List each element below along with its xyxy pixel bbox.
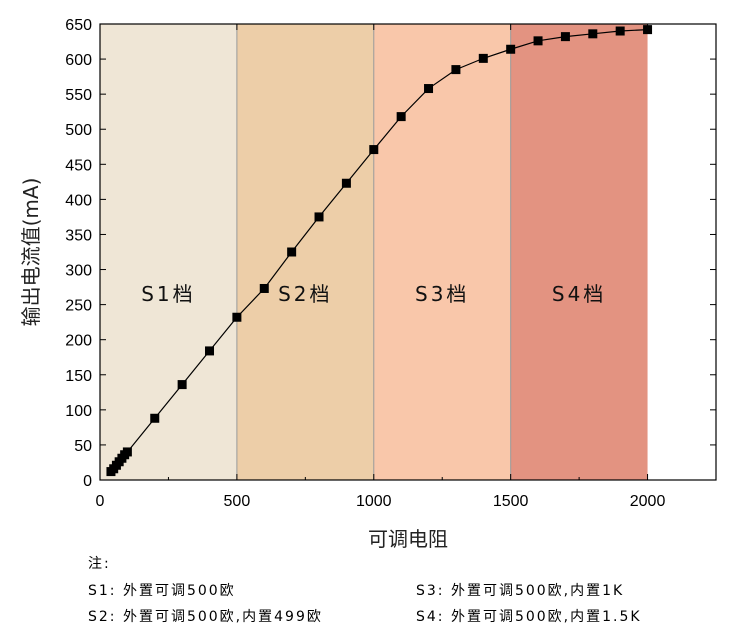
- data-point: [615, 26, 625, 36]
- y-tick-label: 650: [65, 17, 92, 34]
- data-point: [205, 346, 215, 356]
- note-s2: S2: 外置可调500欧,内置499欧: [88, 609, 323, 625]
- y-axis-title: 输出电流值(mA): [19, 178, 43, 327]
- notes-title: 注:: [88, 556, 111, 572]
- band-s3: [373, 24, 511, 480]
- y-tick-label: 550: [65, 87, 92, 104]
- y-tick-label: 500: [65, 122, 92, 139]
- y-tick-label: 450: [65, 157, 92, 174]
- data-point: [424, 84, 434, 94]
- data-point: [369, 145, 379, 155]
- shaded-bands: [100, 24, 648, 480]
- band-s2: [236, 24, 374, 480]
- data-point: [506, 44, 516, 54]
- data-point: [533, 36, 543, 46]
- data-point: [588, 29, 598, 39]
- y-tick-label: 50: [74, 438, 92, 455]
- y-tick-label: 150: [65, 368, 92, 385]
- y-tick-label: 600: [65, 52, 92, 69]
- y-tick-label: 350: [65, 227, 92, 244]
- data-point: [341, 178, 351, 188]
- y-tick-label: 0: [83, 473, 92, 490]
- data-point: [177, 380, 187, 390]
- band-s4: [510, 24, 648, 480]
- x-axis-title: 可调电阻: [368, 527, 448, 550]
- x-tick-label: 1000: [356, 493, 392, 510]
- data-point: [259, 283, 269, 293]
- band-label-s4: S4档: [552, 282, 606, 306]
- band-labels: S1档 S2档 S3档 S4档: [141, 282, 606, 306]
- note-s3: S3: 外置可调500欧,内置1K: [416, 583, 625, 599]
- x-tick-label: 1500: [493, 493, 529, 510]
- band-label-s1: S1档: [141, 282, 195, 306]
- note-s1: S1: 外置可调500欧: [88, 583, 236, 599]
- data-point: [396, 112, 406, 122]
- chart: S1档 S2档 S3档 S4档 0 500 1000 1500 2000 0 50 100 150 2…: [19, 17, 717, 550]
- y-tick-label: 100: [65, 403, 92, 420]
- data-point: [150, 413, 160, 423]
- plot-frame: [99, 23, 717, 481]
- data-point: [122, 447, 132, 457]
- y-tick-label: 250: [65, 298, 92, 315]
- data-point: [314, 212, 324, 222]
- data-point: [287, 247, 297, 257]
- x-tick-label: 2000: [630, 493, 666, 510]
- note-s4: S4: 外置可调500欧,内置1.5K: [416, 609, 642, 625]
- data-point: [560, 32, 570, 42]
- y-tick-label: 300: [65, 263, 92, 280]
- data-point: [232, 312, 242, 322]
- y-axis: 0 50 100 150 200 250 300 350 400 450 500 550 600 650: [65, 17, 716, 490]
- data-point: [451, 65, 461, 75]
- x-axis: 0 500 1000 1500 2000: [96, 24, 666, 510]
- data-point: [478, 53, 488, 63]
- x-tick-label: 500: [224, 493, 251, 510]
- band-s1: [100, 24, 237, 480]
- y-tick-label: 200: [65, 333, 92, 350]
- x-tick-label: 0: [96, 493, 105, 510]
- band-label-s2: S2档: [278, 282, 332, 306]
- y-tick-label: 400: [65, 192, 92, 209]
- band-label-s3: S3档: [415, 282, 469, 306]
